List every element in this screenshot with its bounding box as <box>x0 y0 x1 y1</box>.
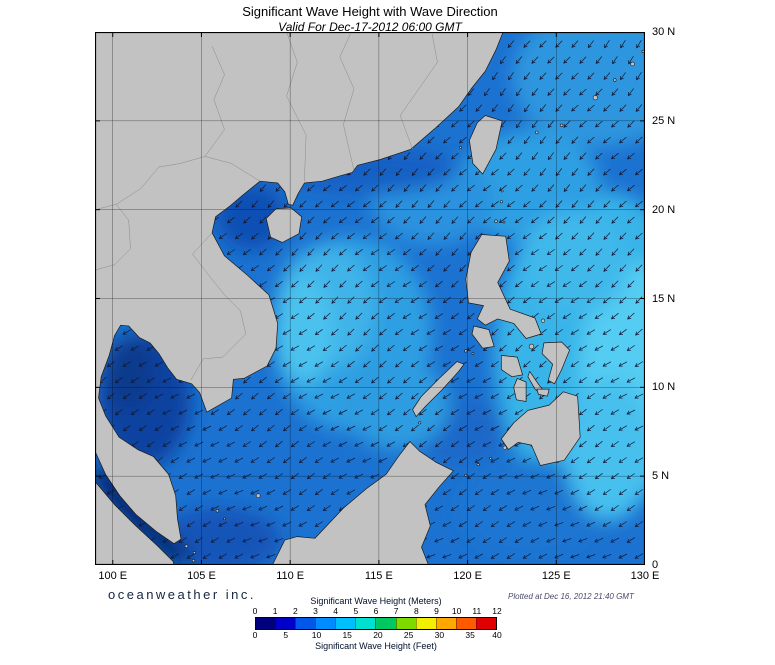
meters-tick: 11 <box>472 606 482 616</box>
meters-tick: 7 <box>393 606 399 616</box>
lat-label: 25 N <box>652 114 676 127</box>
page-title: Significant Wave Height with Wave Direct… <box>242 4 498 19</box>
meters-tick: 9 <box>434 606 439 616</box>
legend-color-segment <box>455 618 476 629</box>
feet-tick: 0 <box>252 630 258 640</box>
lon-label: 125 E <box>541 570 571 582</box>
meters-tick: 2 <box>292 606 298 616</box>
grid-lines <box>95 32 645 565</box>
lat-label: 20 N <box>652 203 676 216</box>
meters-tick: 10 <box>451 606 462 616</box>
legend-meters-label: Significant Wave Height (Meters) <box>310 596 442 606</box>
feet-tick: 20 <box>373 630 383 640</box>
lon-label: 115 E <box>364 570 393 582</box>
lat-label: 30 N <box>652 26 676 38</box>
land-layer <box>95 32 645 565</box>
oceanweather-logo-text: oceanweather inc. <box>108 587 257 602</box>
meters-tick: 4 <box>333 606 339 616</box>
feet-tick: 10 <box>311 630 322 640</box>
plotted-timestamp: Plotted at Dec 16, 2012 21:40 GMT <box>508 592 634 601</box>
country-borders <box>95 32 438 381</box>
meters-tick: 1 <box>272 606 278 616</box>
legend-color-segment <box>275 618 296 629</box>
meters-tick: 3 <box>313 606 318 616</box>
legend-color-segment <box>395 618 416 629</box>
legend-color-segment <box>375 618 396 629</box>
lat-label: 15 N <box>652 292 676 305</box>
map-canvas <box>94 31 646 566</box>
legend-meters-ticks: 0 1 2 3 4 5 6 7 8 9 10 11 12 <box>252 606 502 617</box>
legend-color-segment <box>315 618 336 629</box>
legend-color-segment <box>435 618 456 629</box>
feet-tick: 35 <box>465 630 475 640</box>
legend-color-segment <box>335 618 356 629</box>
lon-label: 130 E <box>630 570 660 582</box>
feet-tick: 25 <box>403 630 414 640</box>
feet-tick: 15 <box>342 630 352 640</box>
lon-label: 110 E <box>276 570 305 582</box>
meters-tick: 5 <box>353 606 359 616</box>
feet-tick: 30 <box>434 630 445 640</box>
lat-label: 10 N <box>652 381 676 394</box>
legend-color-segment <box>256 618 276 629</box>
legend-feet-ticks: 0 5 10 15 20 25 30 35 40 <box>252 630 502 641</box>
legend-color-segment <box>295 618 316 629</box>
map-frame <box>94 31 646 566</box>
lat-label: 5 N <box>652 470 670 483</box>
lat-label: 0 <box>652 559 659 571</box>
legend-color-segment <box>355 618 376 629</box>
meters-tick: 6 <box>373 606 379 616</box>
meters-tick: 0 <box>252 606 258 616</box>
valid-time-subtitle: Valid For Dec-17-2012 06:00 GMT <box>278 20 462 34</box>
figure-header: Significant Wave Height with Wave Direct… <box>95 4 645 34</box>
lon-label: 105 E <box>187 570 216 582</box>
lon-label: 100 E <box>98 570 128 582</box>
feet-tick: 40 <box>492 630 502 640</box>
meters-tick: 8 <box>413 606 419 616</box>
legend-feet-label: Significant Wave Height (Feet) <box>315 641 437 651</box>
lon-label: 120 E <box>453 570 482 582</box>
legend-color-segment <box>415 618 436 629</box>
meters-tick: 12 <box>492 606 502 616</box>
legend-color-bar <box>255 617 497 630</box>
legend-color-segment <box>475 618 496 629</box>
feet-tick: 5 <box>283 630 289 640</box>
map-area <box>94 31 646 566</box>
